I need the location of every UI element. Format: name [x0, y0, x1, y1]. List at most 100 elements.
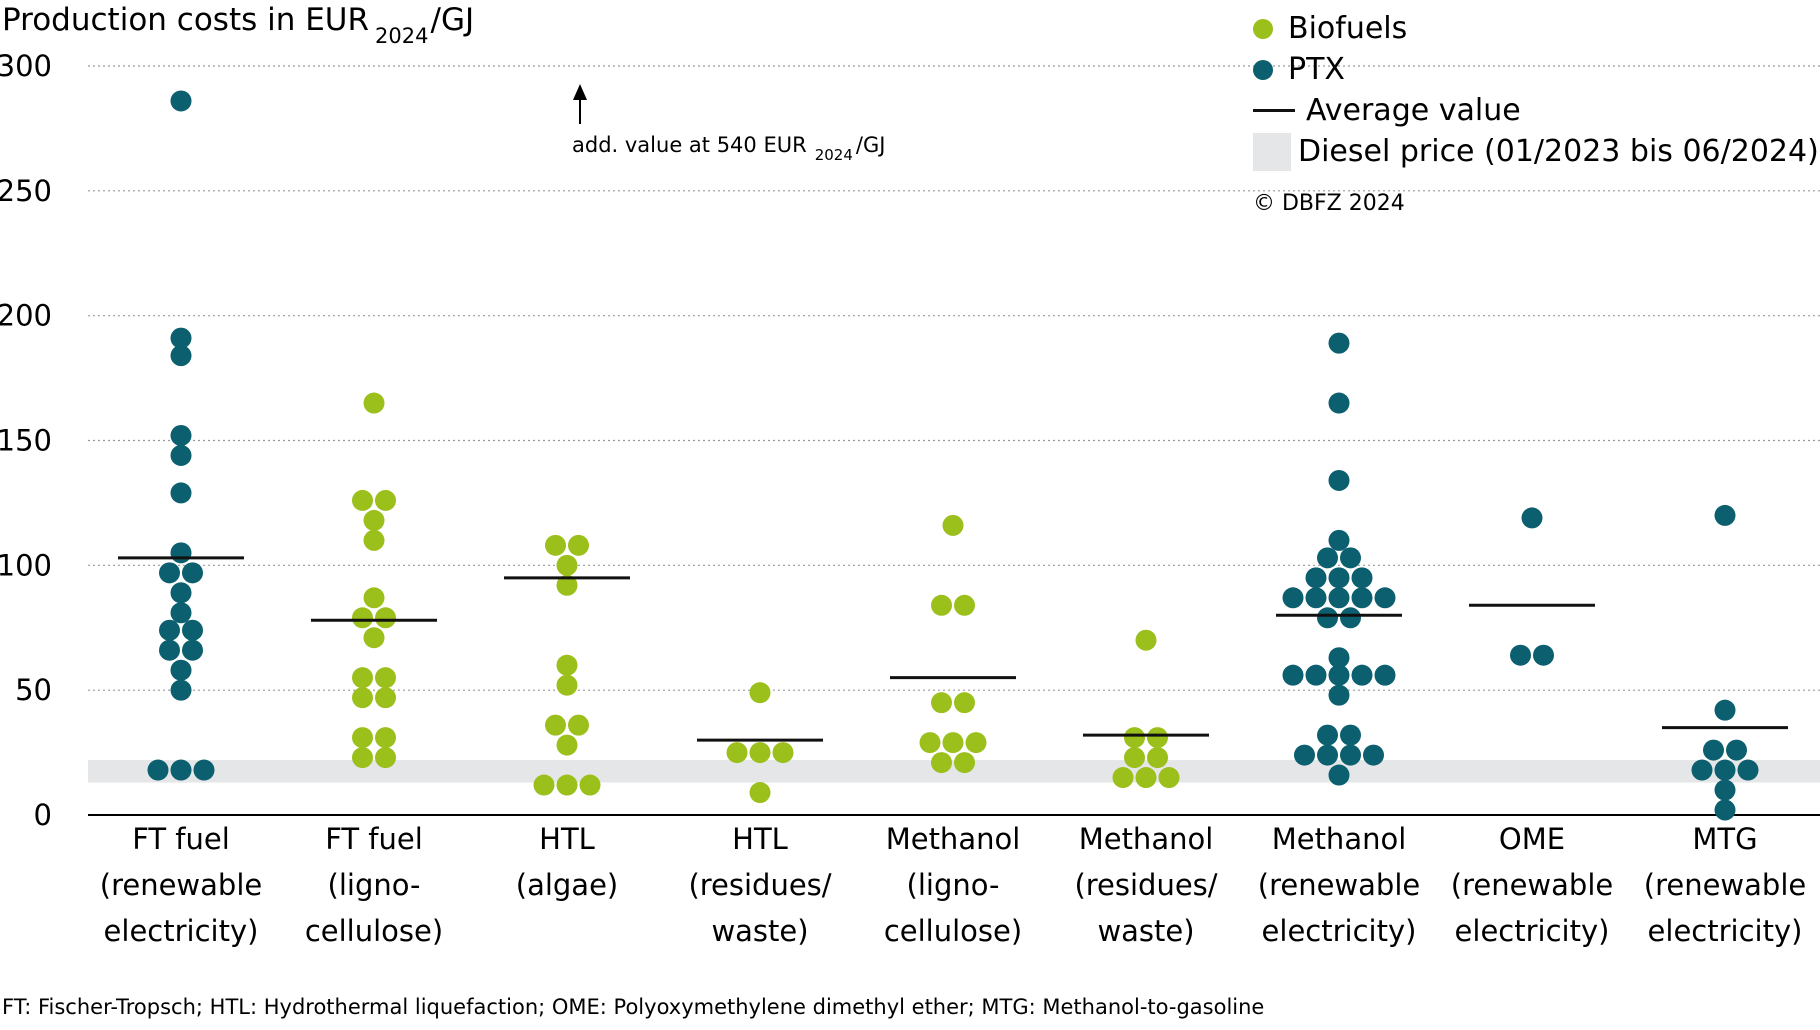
- data-point: [749, 682, 771, 704]
- data-point: [147, 759, 169, 781]
- copyright-note: © DBFZ 2024: [1253, 191, 1405, 216]
- data-point: [1340, 547, 1361, 569]
- data-point: [1135, 767, 1157, 789]
- data-point: [1135, 629, 1157, 651]
- biofuels-marker-icon: [1253, 18, 1273, 39]
- data-point: [375, 489, 396, 511]
- data-point: [533, 774, 555, 796]
- data-point: [1714, 699, 1736, 721]
- y-tick-label: 50: [15, 673, 52, 707]
- data-point: [556, 674, 578, 696]
- data-point: [1328, 567, 1350, 589]
- data-point: [942, 514, 964, 536]
- data-point: [545, 534, 566, 556]
- x-category-label: electricity): [1648, 914, 1803, 948]
- data-point: [352, 607, 373, 629]
- data-point: [772, 742, 794, 764]
- diesel-price-band: [88, 760, 1820, 783]
- legend-item-average: Average value: [1253, 90, 1819, 131]
- legend-label-biofuels: Biofuels: [1288, 11, 1408, 46]
- data-point: [1147, 747, 1168, 769]
- data-point: [954, 692, 975, 714]
- data-point: [1351, 567, 1373, 589]
- data-point: [170, 582, 192, 604]
- data-point: [1328, 587, 1350, 609]
- data-point: [1328, 664, 1350, 686]
- annotation-text-subscript: 2024: [814, 146, 853, 164]
- x-category-label: electricity): [104, 914, 259, 948]
- data-point: [182, 639, 203, 661]
- data-point: [1124, 747, 1145, 769]
- data-point: [556, 774, 578, 796]
- data-point: [1737, 759, 1759, 781]
- data-point: [749, 782, 771, 804]
- data-point: [375, 747, 396, 769]
- annotation-text-main: add. value at 540 EUR: [572, 133, 807, 157]
- data-point: [170, 90, 192, 112]
- arrow-up-icon: [573, 84, 587, 100]
- x-category-label: Methanol: [1272, 822, 1407, 856]
- x-category-label: (algae): [516, 868, 618, 902]
- data-point: [1294, 744, 1315, 766]
- data-point: [170, 444, 192, 466]
- y-tick-label: 150: [0, 424, 52, 458]
- data-point: [1317, 724, 1338, 746]
- data-point: [1305, 587, 1327, 609]
- data-point: [556, 574, 578, 596]
- data-point: [556, 734, 578, 756]
- data-point: [1521, 507, 1543, 529]
- data-point: [159, 562, 180, 584]
- x-category-label: (ligno-: [328, 868, 421, 902]
- average-line-icon: [1253, 109, 1295, 112]
- data-point: [556, 654, 578, 676]
- y-tick-label: 200: [0, 299, 52, 333]
- y-axis-title-subscript: 2024: [375, 24, 429, 48]
- data-point: [1124, 727, 1145, 749]
- y-tick-label: 250: [0, 174, 52, 208]
- data-point: [919, 732, 941, 754]
- data-point: [170, 759, 192, 781]
- x-category-label: HTL: [539, 822, 595, 856]
- x-category-label: electricity): [1262, 914, 1417, 948]
- data-point: [1726, 739, 1747, 761]
- legend: Biofuels PTX Average value Diesel price …: [1253, 8, 1819, 172]
- data-point: [170, 602, 192, 624]
- data-point: [1328, 332, 1350, 354]
- data-point: [1374, 587, 1396, 609]
- data-point: [363, 627, 385, 649]
- legend-item-diesel: Diesel price (01/2023 bis 06/2024): [1253, 131, 1819, 172]
- data-point: [1317, 744, 1338, 766]
- x-category-label: Methanol: [886, 822, 1021, 856]
- data-point: [375, 607, 396, 629]
- data-point: [1691, 759, 1713, 781]
- x-category-label: cellulose): [884, 914, 1022, 948]
- legend-item-biofuels: Biofuels: [1253, 8, 1819, 49]
- data-point: [568, 534, 589, 556]
- y-tick-label: 0: [34, 798, 52, 832]
- data-point: [352, 687, 373, 709]
- data-point: [1328, 684, 1350, 706]
- data-point: [579, 774, 601, 796]
- data-point: [375, 727, 396, 749]
- data-point: [193, 759, 215, 781]
- outlier-annotation: add. value at 540 EUR 2024/GJ: [572, 133, 885, 164]
- data-point: [1158, 767, 1180, 789]
- data-point: [726, 742, 748, 764]
- x-category-label: waste): [1097, 914, 1194, 948]
- data-point: [1703, 739, 1724, 761]
- x-category-label: (renewable: [1644, 868, 1806, 902]
- data-point: [1328, 764, 1350, 786]
- data-point: [568, 714, 589, 736]
- data-point: [1282, 664, 1304, 686]
- data-point: [170, 345, 192, 367]
- data-point: [1714, 799, 1736, 821]
- data-point: [1305, 664, 1327, 686]
- data-point: [352, 747, 373, 769]
- legend-label-ptx: PTX: [1288, 52, 1345, 87]
- data-point: [352, 727, 373, 749]
- x-category-label: (renewable: [100, 868, 262, 902]
- x-category-label: (residues/: [688, 868, 831, 902]
- y-axis-title-main: Production costs in EUR: [2, 2, 370, 38]
- x-category-label: (renewable: [1258, 868, 1420, 902]
- x-category-label: OME: [1499, 822, 1565, 856]
